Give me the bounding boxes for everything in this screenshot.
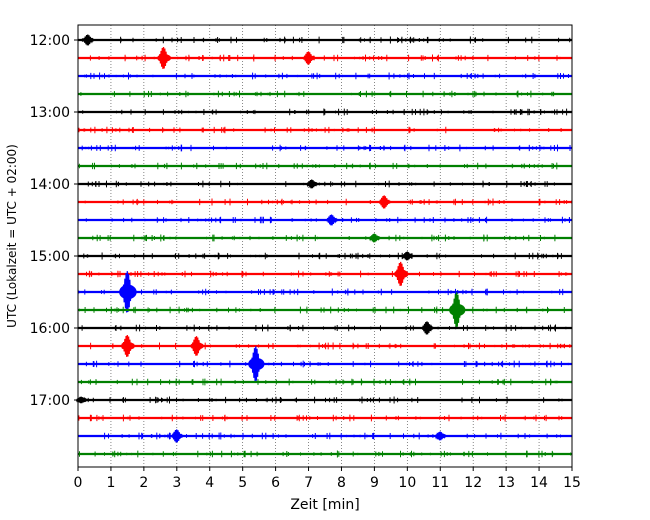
seismic-event-core [302, 55, 316, 61]
seismic-event-core [76, 397, 88, 403]
x-axis-ticks: 0 1 2 3 4 5 6 7 8 9 10 11 12 13 14 15 [74, 467, 581, 491]
trace-1200 [78, 34, 572, 46]
x-tick-label: 3 [172, 475, 181, 491]
trace-noise [83, 252, 562, 260]
trace-1700 [75, 396, 572, 404]
trace-noise [82, 108, 568, 116]
seismic-event-core [120, 342, 135, 350]
seismic-event-core [449, 303, 466, 317]
x-tick-label: 5 [238, 475, 247, 491]
x-tick-label: 2 [139, 475, 148, 491]
trace-noise [85, 360, 569, 368]
trace-1600 [78, 321, 572, 335]
trace-noise [81, 144, 571, 152]
trace-noise [80, 90, 555, 98]
y-tick-label: 15:00 [30, 249, 70, 265]
trace-1645 [78, 378, 573, 386]
y-tick-label: 12:00 [30, 33, 70, 49]
x-tick-label: 13 [497, 475, 515, 491]
trace-noise [90, 342, 571, 350]
seismic-event-core [402, 253, 414, 259]
seismic-event-core [394, 269, 409, 279]
trace-1730 [78, 429, 572, 443]
seismic-event-core [326, 217, 339, 223]
trace-1300 [78, 108, 572, 116]
trace-layer [75, 34, 573, 458]
trace-noise [80, 378, 573, 386]
x-tick-label: 7 [304, 475, 313, 491]
trace-1415 [78, 195, 573, 209]
trace-1315 [78, 126, 572, 134]
y-tick-label: 13:00 [30, 105, 70, 121]
x-tick-label: 6 [271, 475, 280, 491]
seismic-event-core [369, 235, 381, 241]
trace-1330 [78, 144, 572, 152]
seismic-event-core [119, 284, 137, 300]
plot-frame [77, 24, 573, 468]
trace-1715 [78, 414, 572, 422]
x-tick-label: 8 [337, 475, 346, 491]
trace-noise [79, 216, 570, 224]
seismic-event-core [306, 181, 319, 187]
seismic-event-core [82, 37, 95, 43]
trace-1215 [78, 46, 572, 69]
y-tick-label: 14:00 [30, 177, 70, 193]
trace-noise [81, 36, 571, 44]
trace-1430 [78, 214, 572, 226]
trace-1630 [78, 346, 572, 382]
trace-noise [87, 180, 555, 188]
x-tick-label: 15 [563, 475, 581, 491]
trace-noise [79, 450, 572, 458]
x-tick-label: 0 [74, 475, 83, 491]
x-tick-label: 14 [530, 475, 548, 491]
y-tick-label: 16:00 [30, 321, 70, 337]
x-tick-label: 10 [398, 475, 416, 491]
trace-1500 [78, 251, 572, 261]
x-axis-label: Zeit [min] [290, 497, 359, 513]
seismic-event-core [248, 357, 265, 371]
trace-1345 [78, 162, 572, 170]
trace-noise [78, 414, 563, 422]
trace-1545 [78, 292, 572, 328]
trace-1400 [78, 179, 572, 189]
seismic-event-core [434, 433, 447, 439]
y-axis-ticks: 12:00 13:00 14:00 15:00 16:00 17:00 [30, 33, 78, 409]
x-tick-label: 1 [106, 475, 115, 491]
x-tick-label: 9 [370, 475, 379, 491]
trace-1745 [78, 450, 572, 458]
seismic-event-core [190, 342, 204, 350]
trace-1230 [78, 72, 572, 80]
trace-noise [84, 396, 563, 404]
x-tick-label: 4 [205, 475, 214, 491]
trace-1530 [77, 271, 572, 313]
trace-noise [78, 162, 558, 170]
seismic-event-core [421, 325, 434, 331]
trace-noise [84, 72, 569, 80]
trace-1445 [78, 233, 572, 243]
trace-1245 [78, 90, 572, 98]
trace-1615 [78, 334, 572, 357]
trace-noise [78, 126, 562, 134]
y-axis-label: UTC (Lokalzeit = UTC + 02:00) [5, 144, 19, 328]
trace-1515 [78, 261, 572, 286]
seismic-event-core [378, 199, 391, 205]
y-tick-label: 17:00 [30, 393, 70, 409]
trace-noise [86, 270, 568, 278]
trace-noise [92, 234, 556, 242]
seismic-event-core [171, 433, 184, 439]
x-tick-label: 11 [431, 475, 449, 491]
x-tick-label: 12 [464, 475, 482, 491]
seismic-event-core [157, 54, 172, 62]
trace-noise [89, 54, 561, 62]
